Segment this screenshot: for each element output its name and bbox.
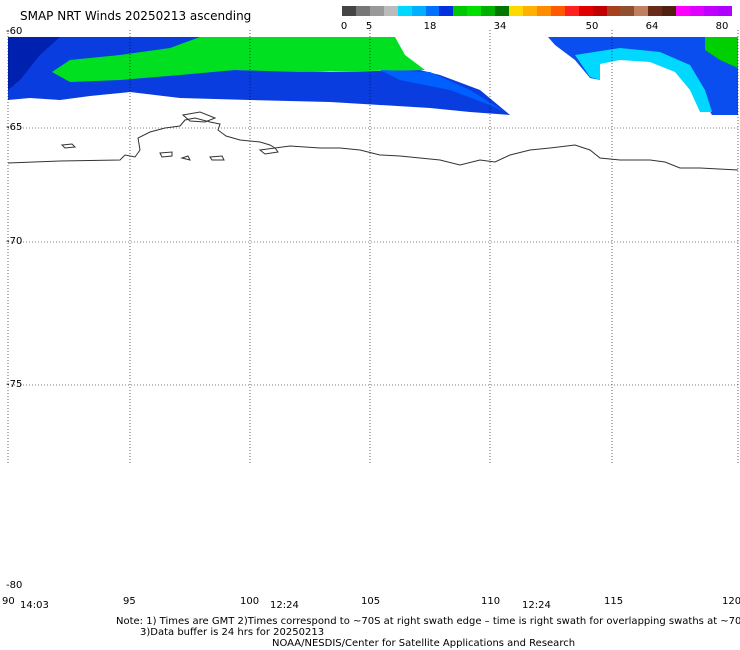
lon-label-110: 110 bbox=[481, 596, 501, 607]
wind-swath-green-left bbox=[52, 37, 425, 82]
note-line-2: 3)Data buffer is 24 hrs for 20250213 bbox=[140, 627, 325, 638]
colorbar-segment bbox=[648, 6, 663, 16]
wind-speed-colorbar bbox=[342, 6, 732, 16]
colorbar-label: 5 bbox=[365, 21, 373, 32]
colorbar-segment bbox=[592, 6, 607, 16]
lat-label-65: -65 bbox=[6, 122, 23, 133]
note-line-1: Note: 1) Times are GMT 2)Times correspon… bbox=[116, 616, 740, 627]
colorbar-segment bbox=[467, 6, 482, 16]
colorbar-segment bbox=[509, 6, 523, 16]
lat-label-60: -60 bbox=[6, 26, 23, 37]
colorbar-label: 0 bbox=[340, 21, 348, 32]
colorbar-segment bbox=[481, 6, 496, 16]
colorbar-label: 80 bbox=[715, 21, 729, 32]
wind-swath-cyan-right bbox=[575, 48, 712, 112]
colorbar-label: 18 bbox=[423, 21, 437, 32]
colorbar-segment bbox=[536, 6, 551, 16]
colorbar-segment bbox=[690, 6, 704, 16]
swath-time-label: 14:03 bbox=[20, 600, 49, 611]
lon-label-120: 120 bbox=[722, 596, 740, 607]
colorbar-segment bbox=[550, 6, 565, 16]
lat-label-80: -80 bbox=[6, 580, 23, 591]
swath-time-label: 12:24 bbox=[522, 600, 551, 611]
colorbar-segment bbox=[634, 6, 649, 16]
wind-swath-blue-left-edge bbox=[8, 37, 60, 90]
colorbar-segment bbox=[676, 6, 691, 16]
colorbar-segment bbox=[620, 6, 635, 16]
colorbar-segment bbox=[564, 6, 579, 16]
colorbar-segment bbox=[662, 6, 677, 16]
lon-label-90: 90 bbox=[2, 596, 15, 607]
lon-label-95: 95 bbox=[123, 596, 136, 607]
note-line-3: NOAA/NESDIS/Center for Satellite Applica… bbox=[272, 638, 576, 649]
lat-label-75: -75 bbox=[6, 379, 23, 390]
swath-time-label: 12:24 bbox=[270, 600, 299, 611]
lon-label-105: 105 bbox=[361, 596, 381, 607]
colorbar-segment bbox=[397, 6, 412, 16]
antarctic-coastline bbox=[7, 111, 739, 171]
grid-lines bbox=[7, 30, 739, 465]
map-title: SMAP NRT Winds 20250213 ascending bbox=[20, 9, 252, 23]
lon-label-115: 115 bbox=[604, 596, 624, 607]
colorbar-segment bbox=[495, 6, 510, 16]
wind-swath-green-right bbox=[705, 37, 738, 68]
colorbar-segment bbox=[411, 6, 426, 16]
colorbar-segment bbox=[717, 6, 732, 16]
colorbar-segment bbox=[606, 6, 621, 16]
colorbar-label: 34 bbox=[493, 21, 507, 32]
colorbar-label: 64 bbox=[645, 21, 659, 32]
colorbar-segment bbox=[578, 6, 593, 16]
wind-swath-cyan-left bbox=[380, 70, 505, 112]
colorbar-segment bbox=[703, 6, 718, 16]
colorbar-segment bbox=[425, 6, 440, 16]
colorbar-segment bbox=[439, 6, 454, 16]
lat-label-70: -70 bbox=[6, 236, 23, 247]
colorbar-segment bbox=[355, 6, 370, 16]
colorbar-label: 50 bbox=[585, 21, 599, 32]
colorbar-segment bbox=[369, 6, 384, 16]
lon-label-100: 100 bbox=[240, 596, 260, 607]
colorbar-segment bbox=[453, 6, 468, 16]
colorbar-segment bbox=[522, 6, 537, 16]
colorbar-segment bbox=[383, 6, 398, 16]
colorbar-segment bbox=[342, 6, 356, 16]
